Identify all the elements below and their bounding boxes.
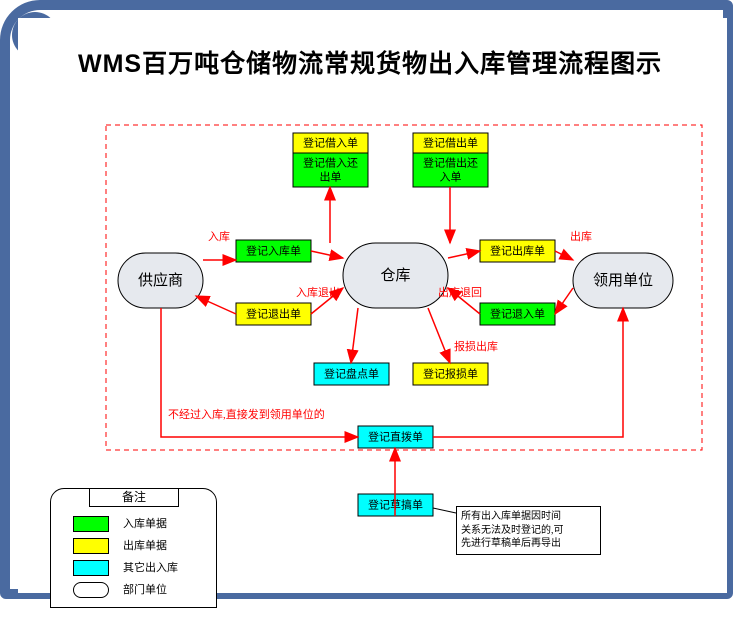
svg-text:登记借出还: 登记借出还 xyxy=(423,156,478,170)
legend-label: 其它出入库 xyxy=(123,562,178,574)
entity-label-warehouse: 仓库 xyxy=(380,267,410,284)
note-line: 先进行草稿单后再导出 xyxy=(461,537,596,551)
edge xyxy=(428,308,450,363)
edge-label: 报损出库 xyxy=(454,339,498,353)
edge-label: 出库 xyxy=(570,229,592,243)
edge xyxy=(555,288,573,314)
canvas: WMS百万吨仓储物流常规货物出入库管理流程图示 供应商仓库领用单位登记借入单登记… xyxy=(18,18,727,593)
entity-label-consumer: 领用单位 xyxy=(593,272,653,289)
svg-text:入单: 入单 xyxy=(440,171,462,184)
legend-title: 备注 xyxy=(89,488,179,507)
box-label-b_borrow_out: 登记借出单 xyxy=(423,136,478,150)
box-label-b_ret_in: 登记退入单 xyxy=(490,307,545,321)
edge xyxy=(448,251,480,258)
legend-swatch xyxy=(73,560,109,576)
box-label-b_in: 登记入库单 xyxy=(246,244,301,258)
edge xyxy=(555,251,573,260)
legend-row: 入库单据 xyxy=(73,515,167,532)
legend-row: 部门单位 xyxy=(73,581,167,598)
legend-label: 部门单位 xyxy=(123,584,167,596)
note-line: 关系无法及时登记的,可 xyxy=(461,524,596,538)
legend-swatch xyxy=(73,582,109,598)
edge-label: 出库退回 xyxy=(438,285,482,299)
legend-label: 入库单据 xyxy=(123,518,167,530)
box-label-b_count: 登记盘点单 xyxy=(324,367,379,381)
box-label-b_borrow_in: 登记借入单 xyxy=(303,136,358,150)
box-label-b_out: 登记出库单 xyxy=(490,244,545,258)
svg-text:登记借入还: 登记借入还 xyxy=(303,156,358,170)
legend-row: 其它出入库 xyxy=(73,559,178,576)
legend-label: 出库单据 xyxy=(123,540,167,552)
box-label-b_ret_out: 登记退出单 xyxy=(246,307,301,321)
edge-label: 入库 xyxy=(208,230,230,243)
footnote-box: 所有出入库单据因时间关系无法及时登记的,可先进行草稿单后再导出 xyxy=(456,506,601,555)
box-label-b_direct: 登记直拨单 xyxy=(368,430,423,444)
entity-label-supplier: 供应商 xyxy=(138,271,183,289)
legend-row: 出库单据 xyxy=(73,537,167,554)
legend-swatch xyxy=(73,516,109,532)
edge xyxy=(351,308,358,363)
edge-label: 入库退出 xyxy=(296,285,340,299)
note-line: 所有出入库单据因时间 xyxy=(461,510,596,524)
legend-swatch xyxy=(73,538,109,554)
edge xyxy=(196,296,236,314)
edge-label: 不经过入库,直接发到领用单位的 xyxy=(168,407,325,421)
edge xyxy=(311,251,343,258)
box-label-b_loss: 登记报损单 xyxy=(423,367,478,381)
svg-text:出单: 出单 xyxy=(320,170,342,184)
legend-panel: 备注入库单据出库单据其它出入库部门单位 xyxy=(50,488,217,608)
